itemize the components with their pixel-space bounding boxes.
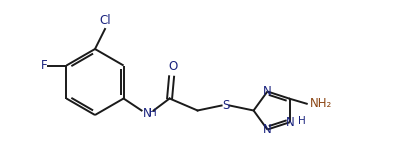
Text: NH₂: NH₂ xyxy=(309,97,331,110)
Text: Cl: Cl xyxy=(99,14,111,27)
Text: S: S xyxy=(222,99,229,112)
Text: O: O xyxy=(168,61,177,74)
Text: N: N xyxy=(285,116,293,129)
Text: N: N xyxy=(262,123,271,136)
Text: N: N xyxy=(142,107,151,120)
Text: F: F xyxy=(41,59,48,72)
Text: H: H xyxy=(297,116,305,126)
Text: H: H xyxy=(148,109,156,119)
Text: N: N xyxy=(262,85,271,98)
